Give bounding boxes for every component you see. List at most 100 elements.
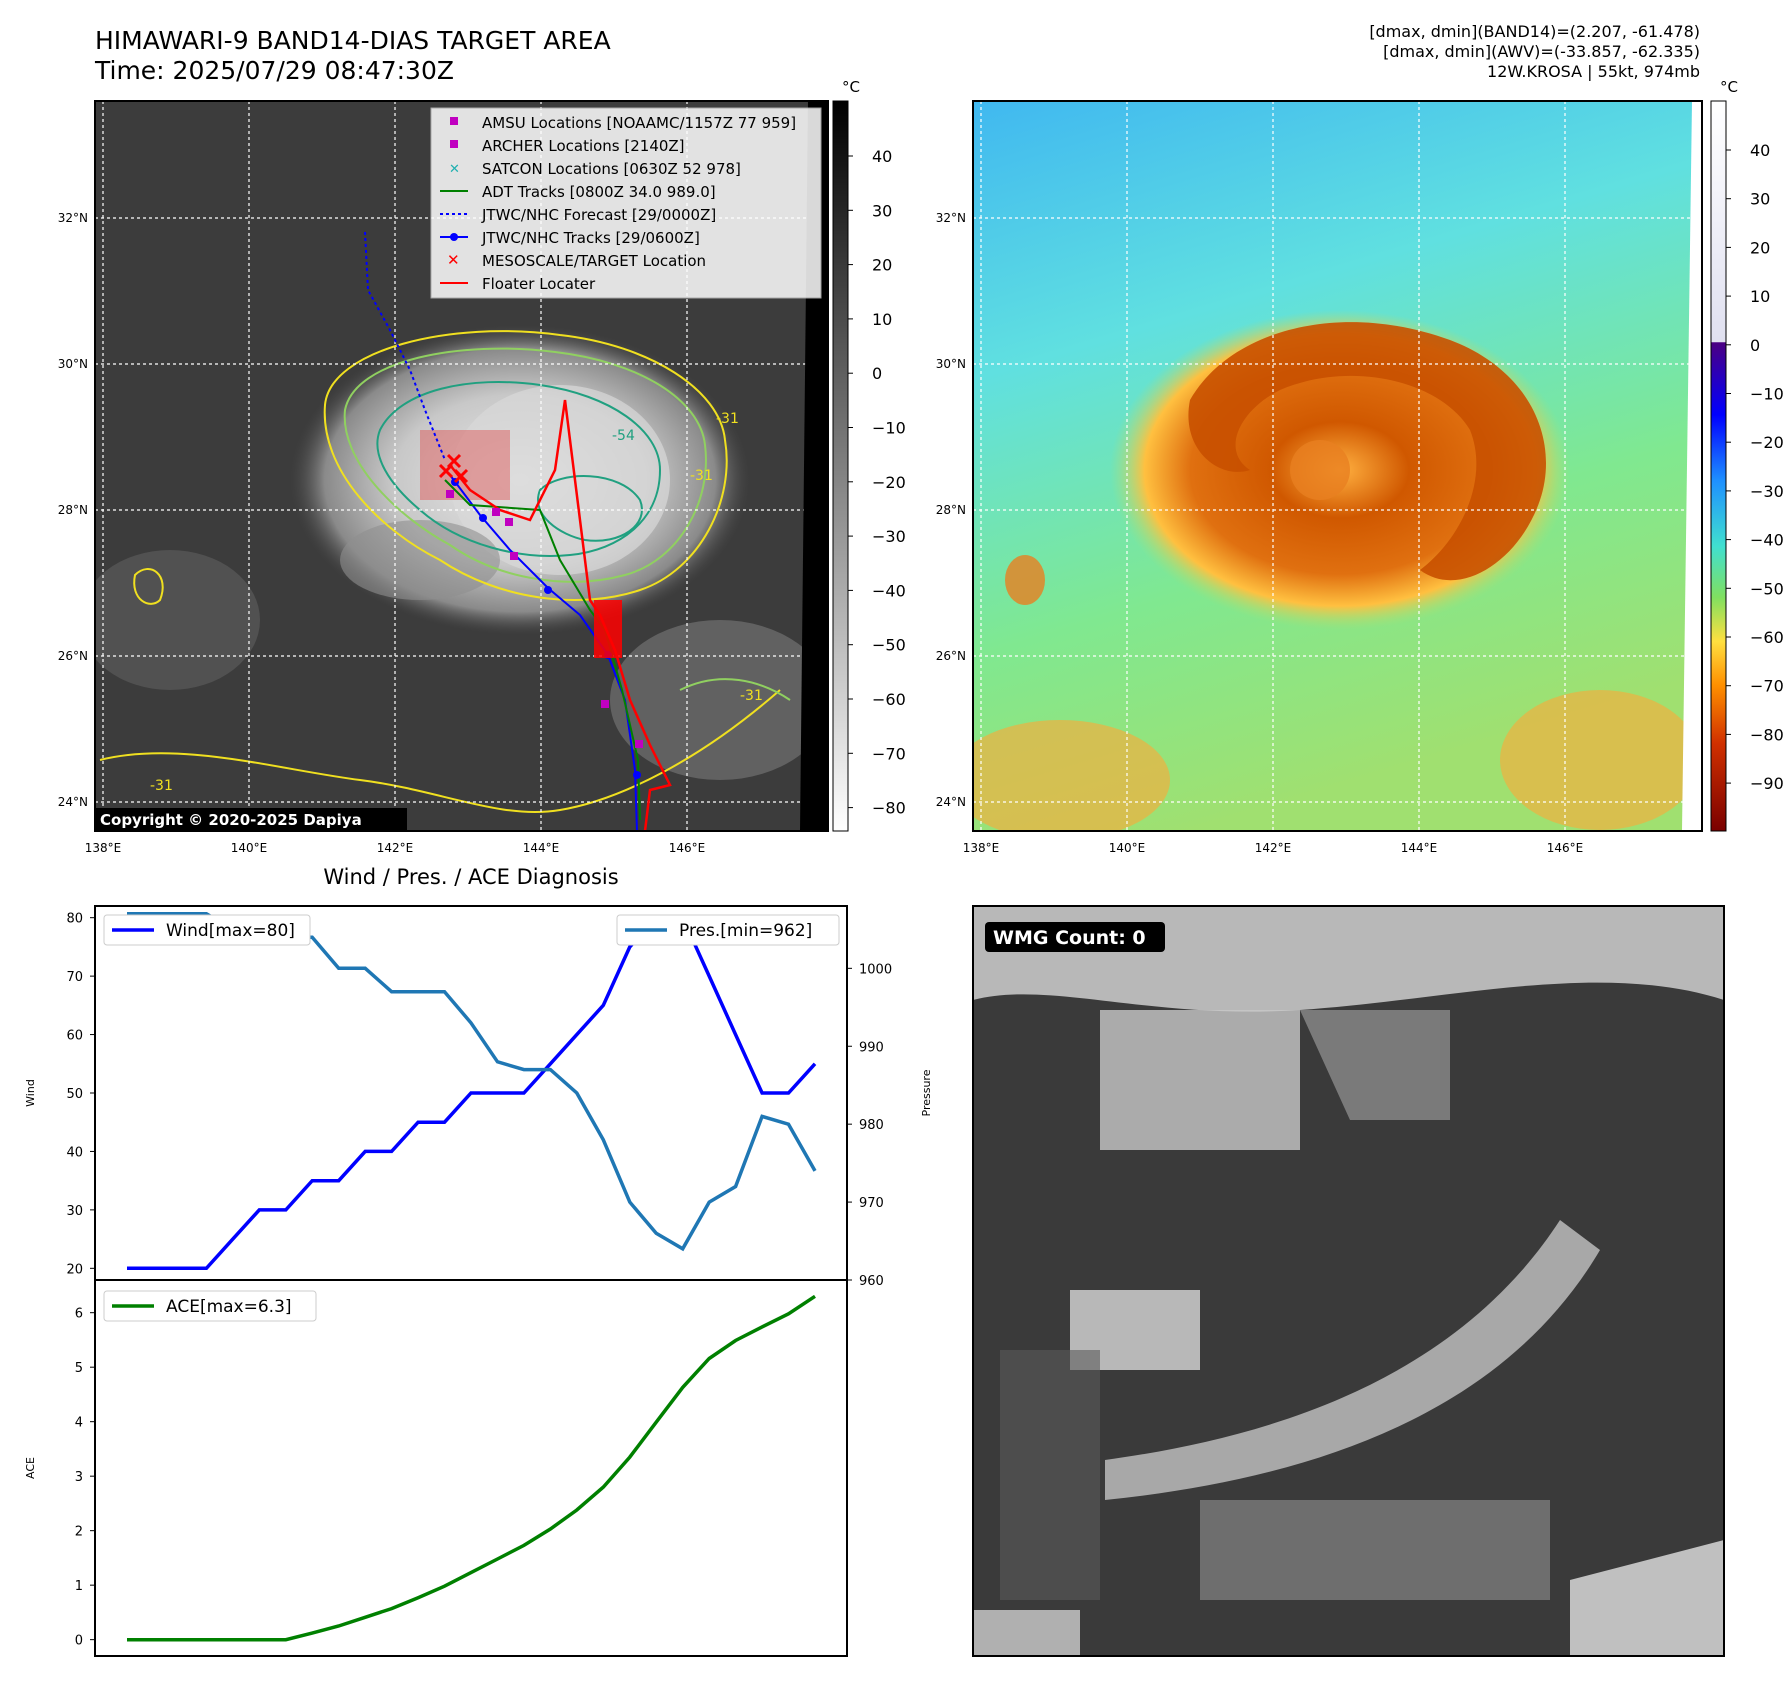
wind-legend-box bbox=[103, 914, 311, 946]
colorbar-tick-label: −60 bbox=[1750, 628, 1784, 647]
mesoscale-target-box bbox=[420, 430, 510, 500]
legend-marker-target: ✕ bbox=[447, 251, 460, 269]
wv-map-panel: 32°N 30°N 28°N 26°N 24°N 138°E 140°E 142… bbox=[936, 78, 1784, 855]
legend-label-satcon: SATCON Locations [0630Z 52 978] bbox=[482, 160, 741, 178]
colorbar-tick-label: −80 bbox=[872, 799, 906, 818]
wv-colorbar bbox=[1710, 100, 1727, 832]
y2-axis-label: Pressure bbox=[920, 1069, 933, 1116]
contour-label-1: -31 bbox=[716, 411, 739, 427]
legend-label-forecast: JTWC/NHC Forecast [29/0000Z] bbox=[481, 206, 716, 224]
ir-lat-labels: 32°N 30°N 28°N 26°N 24°N bbox=[58, 211, 88, 809]
colorbar-tick-label: −40 bbox=[1750, 531, 1784, 550]
contour-core bbox=[537, 475, 643, 542]
ir-cloud-west bbox=[95, 550, 260, 690]
ir-band bbox=[340, 520, 500, 600]
jtwc-forecast-track bbox=[364, 231, 446, 461]
colorbar-tick-label: 10 bbox=[1750, 287, 1770, 306]
wmg-frame bbox=[972, 905, 1725, 1657]
copyright-box bbox=[95, 808, 407, 831]
colorbar-tick-label: 30 bbox=[1750, 190, 1770, 209]
wmg-light-patch bbox=[1070, 1290, 1200, 1370]
chart-title: HIMAWARI-9 BAND14-DIAS TARGET AREA bbox=[95, 26, 611, 55]
colorbar-tick-label: −40 bbox=[872, 581, 906, 600]
colorbar-tick-label: −20 bbox=[872, 473, 906, 492]
colorbar-tick-label: 0 bbox=[872, 364, 882, 383]
wind-legend-label: Wind[max=80] bbox=[166, 921, 295, 941]
ir-map-panel: -31 -54 -31 -31 -31 AMSU Locations [NOAA… bbox=[58, 78, 906, 855]
colorbar-tick-label: 0 bbox=[1750, 336, 1760, 355]
y-axis-label: ACE bbox=[24, 1457, 37, 1479]
band14-range-text: [dmax, dmin](BAND14)=(2.207, -61.478) bbox=[1369, 22, 1700, 41]
chart-time: Time: 2025/07/29 08:47:30Z bbox=[95, 56, 454, 85]
y-tick-label: 40 bbox=[66, 1145, 83, 1160]
colorbar-tick-label: 40 bbox=[1750, 141, 1770, 160]
contour-outer bbox=[323, 330, 728, 601]
ir-lon-labels: 138°E 140°E 142°E 144°E 146°E bbox=[85, 841, 706, 855]
wmg-count-label: WMG Count: 0 bbox=[993, 927, 1146, 949]
wmg-lower-band bbox=[1200, 1500, 1550, 1600]
ir-cloud-south bbox=[610, 620, 828, 780]
legend-box bbox=[430, 107, 822, 299]
colorbar-tick-label: 40 bbox=[872, 147, 892, 166]
y-tick-label: 5 bbox=[75, 1361, 83, 1376]
y2-tick-label: 1000 bbox=[859, 962, 892, 977]
y2-tick-label: 960 bbox=[859, 1274, 884, 1289]
colorbar-tick-label: 20 bbox=[1750, 238, 1770, 257]
wmg-panel: WMG Count: 0 bbox=[972, 905, 1725, 1657]
contour-label-4: -31 bbox=[740, 688, 763, 704]
contour-label-3: -31 bbox=[690, 468, 713, 484]
y-tick-label: 1 bbox=[75, 1579, 83, 1594]
colorbar-tick-label: 30 bbox=[872, 201, 892, 220]
lon-label-140: 140°E bbox=[231, 841, 268, 855]
y-tick-label: 70 bbox=[66, 970, 83, 985]
contour-island bbox=[133, 568, 164, 605]
lat-label-26: 26°N bbox=[58, 649, 88, 663]
ir-colorbar bbox=[832, 100, 849, 832]
pressure-legend-label: Pres.[min=962] bbox=[679, 921, 812, 941]
lon-label-138: 138°E bbox=[85, 841, 122, 855]
lat-label-30: 30°N bbox=[58, 357, 88, 371]
colorbar-tick-label: 10 bbox=[872, 310, 892, 329]
colorbar-tick-label: −30 bbox=[1750, 482, 1784, 501]
wind-pressure-chart: 20 30 40 50 60 70 80 Wind 960 970 980 990 1000 Pressu… bbox=[24, 905, 933, 1289]
legend-label-target: MESOSCALE/TARGET Location bbox=[482, 252, 706, 270]
wv-lon-label-138: 138°E bbox=[963, 841, 1000, 855]
y2-tick-label: 980 bbox=[859, 1118, 884, 1133]
colorbar-tick-label: −70 bbox=[872, 744, 906, 763]
ace-chart: 0 1 2 3 4 5 6 ACE ACE[max=6.3] bbox=[24, 1279, 848, 1657]
contour-label-2: -54 bbox=[612, 428, 635, 444]
lon-label-146: 146°E bbox=[669, 841, 706, 855]
colorbar-tick-label: −50 bbox=[872, 636, 906, 655]
wv-dry-south-east bbox=[1500, 690, 1700, 830]
lat-label-32: 32°N bbox=[58, 211, 88, 225]
floater-cluster bbox=[594, 600, 622, 658]
wv-lon-labels: 138°E 140°E 142°E 144°E 146°E bbox=[963, 841, 1584, 855]
ace-chart-frame bbox=[94, 1279, 848, 1657]
wmg-band bbox=[1105, 1220, 1600, 1500]
awv-range-text: [dmax, dmin](AWV)=(-33.857, -62.335) bbox=[1383, 42, 1700, 61]
wmg-light-block bbox=[1100, 1010, 1300, 1150]
wv-colorbar-ticks: 40 30 20 10 0 −10 −20 −30 −40 −50 −60 −70 −80 −90 bbox=[1726, 141, 1784, 793]
wv-lon-label-144: 144°E bbox=[1401, 841, 1438, 855]
ir-map-frame bbox=[94, 100, 829, 832]
wv-lat-label-28: 28°N bbox=[936, 503, 966, 517]
diagnosis-title: Wind / Pres. / ACE Diagnosis bbox=[323, 865, 618, 889]
y-tick-label: 0 bbox=[75, 1634, 83, 1649]
wmg-count-box bbox=[985, 922, 1165, 952]
map-legend: AMSU Locations [NOAAMC/1157Z 77 959] ARC… bbox=[430, 107, 822, 299]
mesoscale-target-markers bbox=[438, 453, 469, 484]
contour-mid bbox=[343, 347, 707, 583]
y-tick-label: 80 bbox=[66, 912, 83, 927]
wv-storm-center bbox=[1290, 440, 1350, 500]
storm-info-text: 12W.KROSA | 55kt, 974mb bbox=[1487, 62, 1700, 81]
y-tick-label: 20 bbox=[66, 1262, 83, 1277]
y2-tick-label: 970 bbox=[859, 1196, 884, 1211]
ir-colorbar-ticks: 40 30 20 10 0 −10 −20 −30 −40 −50 −60 −70 −80 bbox=[848, 147, 906, 818]
legend-label-floater: Floater Locater bbox=[482, 275, 596, 293]
ace-legend-box bbox=[103, 1290, 317, 1322]
wv-no-data-wedge bbox=[1682, 101, 1702, 831]
wmg-dark-patch bbox=[1000, 1350, 1100, 1600]
y-tick-label: 60 bbox=[66, 1029, 83, 1044]
colorbar-tick-label: −70 bbox=[1750, 677, 1784, 696]
